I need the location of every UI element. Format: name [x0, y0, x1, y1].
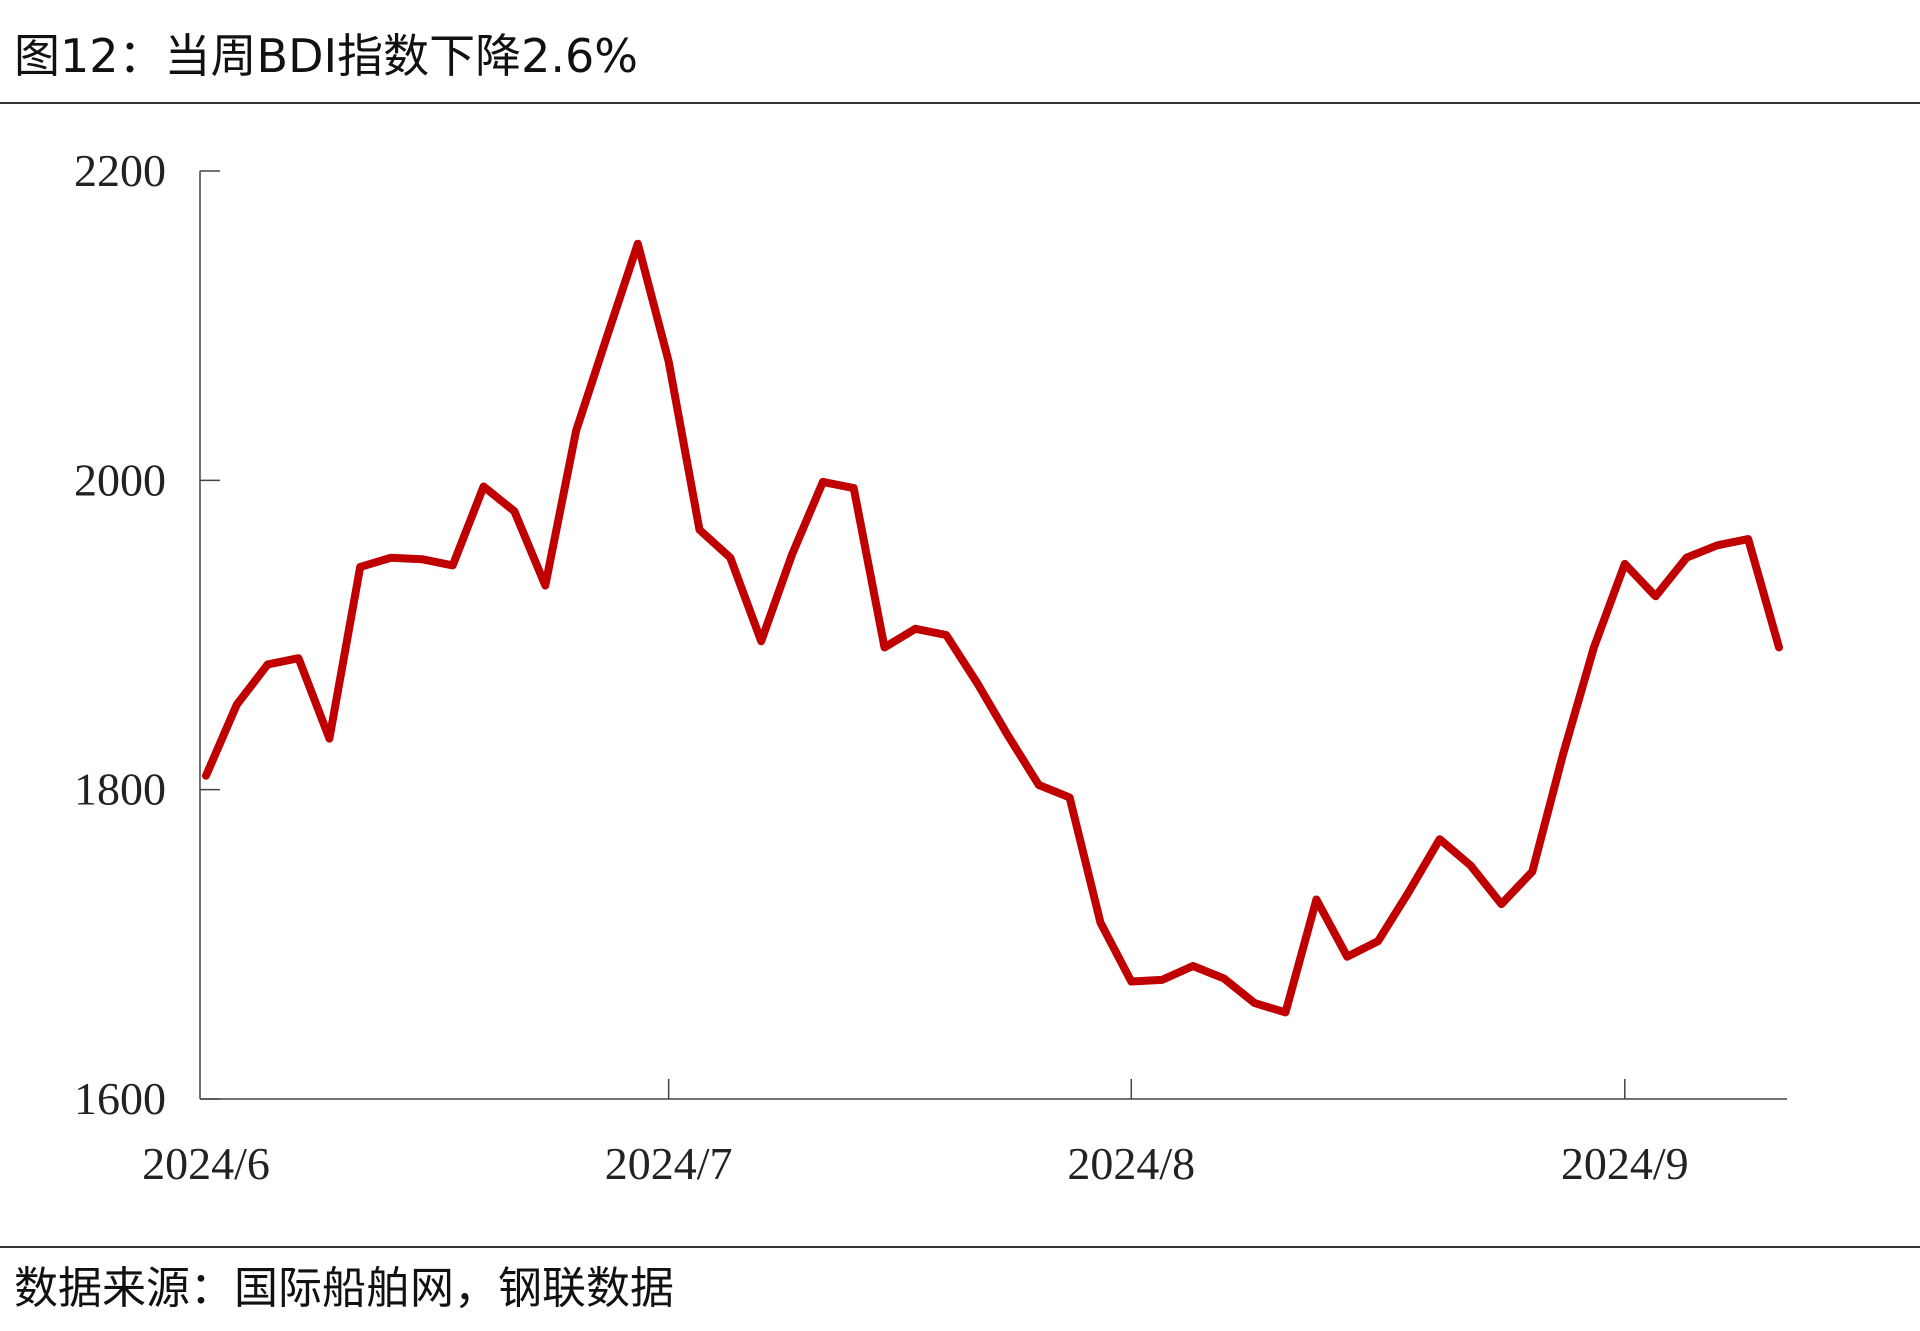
line-series [202, 239, 1783, 1017]
x-tick-label: 2024/7 [605, 1138, 733, 1189]
y-tick-label: 1600 [74, 1073, 166, 1124]
x-tick-label: 2024/9 [1561, 1138, 1689, 1189]
y-tick-label: 1800 [74, 764, 166, 815]
y-tick-label: 2200 [74, 145, 166, 196]
title: 图12：当周BDI指数下降2.6% [14, 29, 638, 83]
x-tick-label: 2024/8 [1067, 1138, 1195, 1189]
y-tick-label: 2000 [74, 454, 166, 505]
source: 数据来源：国际船舶网，钢联数据 [14, 1263, 674, 1314]
x-tick-label: 2024/6 [142, 1138, 270, 1189]
